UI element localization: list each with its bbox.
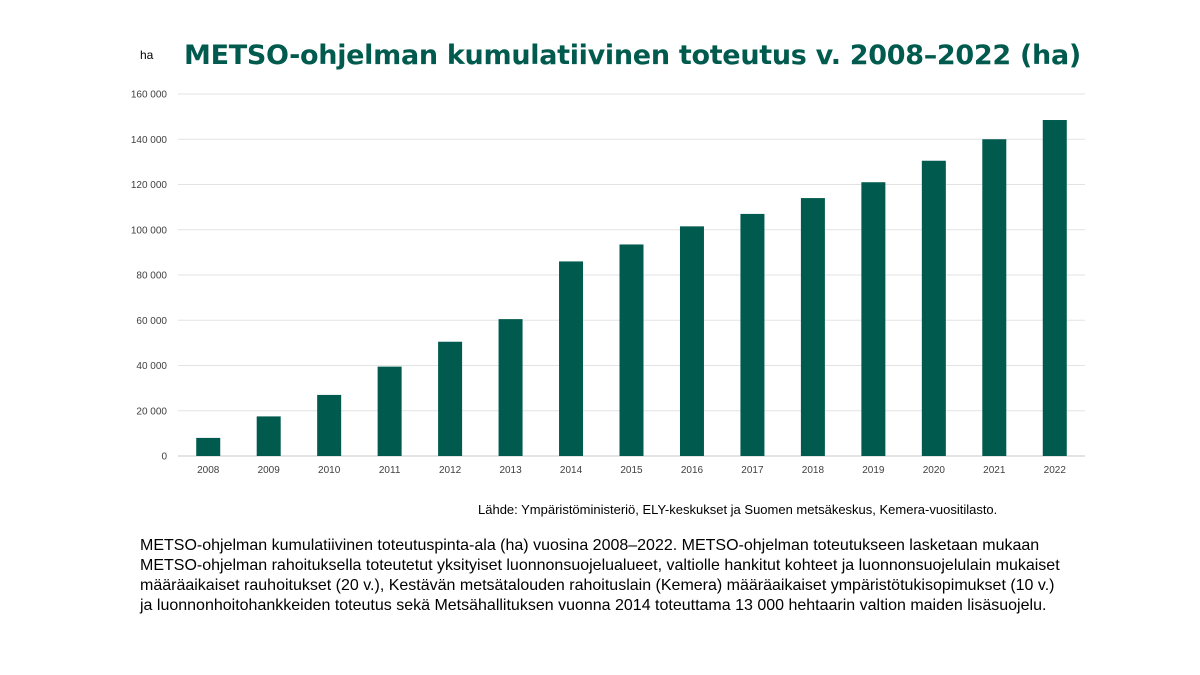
x-tick-label: 2018 bbox=[802, 465, 825, 476]
y-axis-ticks: 0 20 000 40 000 60 000 80 000 100 000 120 000 1… bbox=[131, 90, 168, 463]
x-tick-label: 2009 bbox=[258, 465, 281, 476]
x-tick-label: 2015 bbox=[620, 465, 643, 476]
bar-2022 bbox=[1042, 120, 1067, 457]
bar-2012 bbox=[438, 341, 463, 456]
bar-2017 bbox=[740, 213, 765, 456]
bar-2016 bbox=[679, 226, 704, 456]
x-tick-label: 2008 bbox=[197, 465, 220, 476]
x-tick-label: 2010 bbox=[318, 465, 341, 476]
bar-2010 bbox=[317, 394, 342, 456]
y-tick-label: 120 000 bbox=[131, 180, 168, 191]
bar-2011 bbox=[377, 366, 402, 456]
bar-2018 bbox=[800, 198, 825, 456]
x-tick-label: 2021 bbox=[983, 465, 1006, 476]
source-note: Lähde: Ympäristöministeriö, ELY-keskukse… bbox=[478, 502, 998, 517]
x-axis-ticks: 2008 2009 2010 2011 2012 2013 2014 2015 2016 2017… bbox=[197, 465, 1066, 476]
bar-2014 bbox=[559, 261, 584, 456]
y-tick-label: 140 000 bbox=[131, 135, 168, 146]
bar-2021 bbox=[982, 139, 1007, 456]
figure-caption: METSO-ohjelman kumulatiivinen toteutuspi… bbox=[140, 537, 1060, 614]
bars bbox=[196, 120, 1067, 457]
y-tick-label: 40 000 bbox=[136, 361, 167, 372]
y-tick-label: 160 000 bbox=[131, 90, 168, 101]
x-tick-label: 2016 bbox=[681, 465, 704, 476]
bar-2019 bbox=[861, 182, 886, 457]
bar-2013 bbox=[498, 319, 523, 456]
x-tick-label: 2013 bbox=[499, 465, 522, 476]
chart-title: METSO-ohjelman kumulatiivinen toteutus v… bbox=[184, 40, 1081, 71]
x-tick-label: 2022 bbox=[1044, 465, 1067, 476]
x-tick-label: 2014 bbox=[560, 465, 583, 476]
bar-2008 bbox=[196, 437, 221, 456]
x-tick-label: 2012 bbox=[439, 465, 462, 476]
y-tick-label: 100 000 bbox=[131, 225, 168, 236]
y-tick-label: 80 000 bbox=[136, 271, 167, 282]
x-tick-label: 2011 bbox=[379, 465, 401, 476]
y-tick-label: 20 000 bbox=[136, 406, 167, 417]
bar-2015 bbox=[619, 244, 644, 456]
bar-chart: 0 20 000 40 000 60 000 80 000 100 000 120 000 1… bbox=[131, 90, 1085, 476]
bar-2009 bbox=[256, 416, 281, 456]
x-tick-label: 2019 bbox=[862, 465, 885, 476]
x-tick-label: 2017 bbox=[741, 465, 764, 476]
y-tick-label: 0 bbox=[161, 452, 167, 463]
bar-2020 bbox=[921, 160, 946, 456]
x-tick-label: 2020 bbox=[923, 465, 946, 476]
y-tick-label: 60 000 bbox=[136, 316, 167, 327]
unit-label: ha bbox=[140, 48, 154, 62]
